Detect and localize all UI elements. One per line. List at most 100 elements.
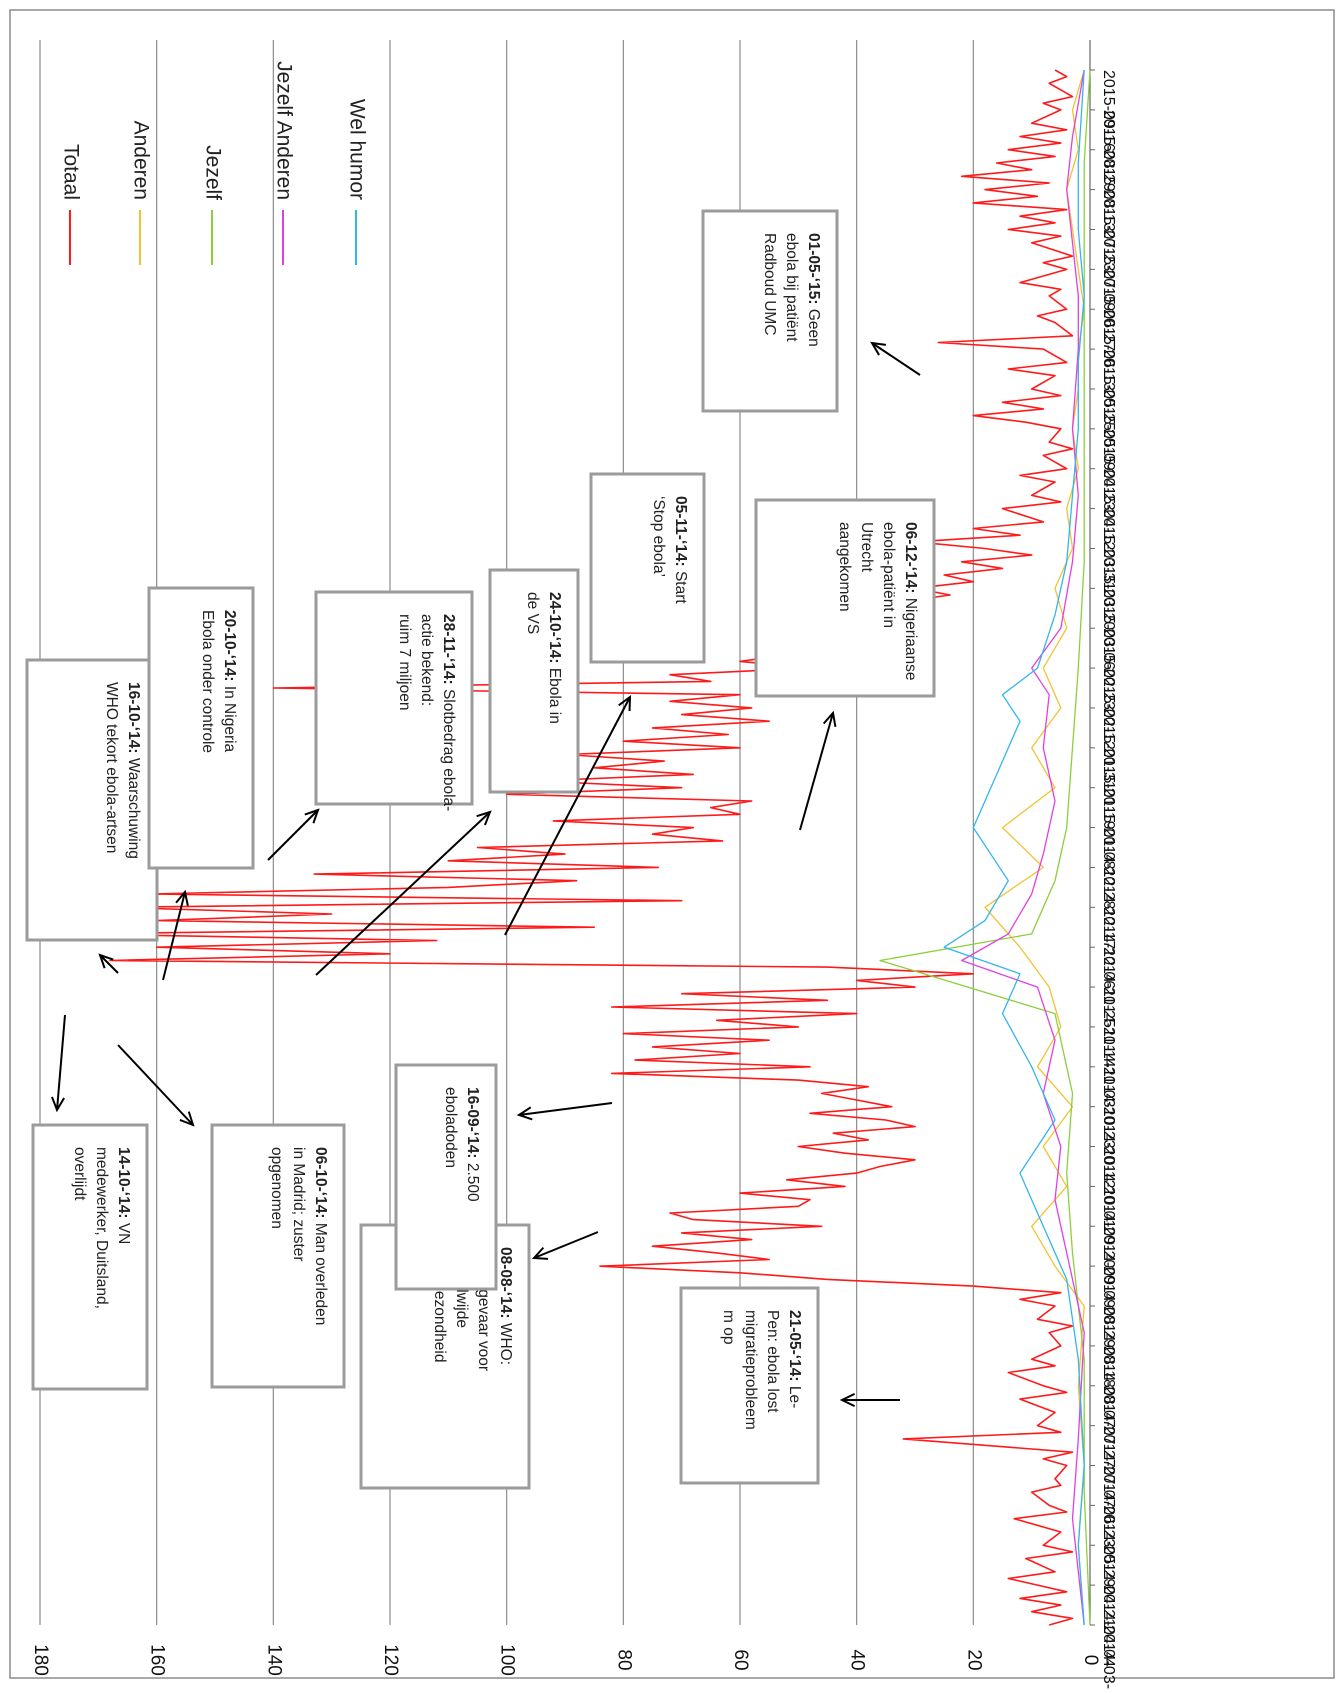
date-tick-label: 2014-08-07 (1100, 1346, 1117, 1428)
date-tick-label: 2015-03-31 (1100, 509, 1117, 591)
series-line-totaal (68, 69, 1074, 1626)
annotation-line: ‘Stop ebola’ (650, 496, 667, 577)
y-tick-label: 140 (263, 1644, 284, 1676)
annotation-arrow (51, 1014, 66, 1113)
series-line-jezelf-anderen (961, 69, 1085, 1626)
chart-border (9, 9, 1335, 1679)
date-tick-label: 2015-05-25 (1100, 349, 1117, 431)
annotation-arrow (870, 341, 921, 376)
date-tick-label: 2015-04-12 (1100, 469, 1117, 551)
annotation-arrow (98, 953, 119, 974)
annotation-line: Radboud UMC (761, 233, 778, 336)
y-tick-label: 60 (730, 1649, 751, 1670)
series-line-jezelf (879, 69, 1091, 1626)
annotation-line: 05-11-‘14: Start (672, 496, 689, 604)
legend-label: Anderen (129, 121, 152, 200)
y-tick-label: 20 (963, 1649, 984, 1670)
date-tick-label: 2014-10-12 (1100, 1107, 1117, 1189)
y-tick-label: 160 (147, 1644, 168, 1676)
annotation-box: 28-11-‘14: Slotbedrag ebola-actie bekend… (314, 590, 474, 811)
annotation-line: eboladoden (442, 1087, 459, 1168)
annotation-line: medewerker, Duitsland, (93, 1147, 110, 1309)
annotation-frame (679, 1286, 820, 1485)
annotation-line: 08-08-‘14: WHO: (497, 1247, 514, 1365)
date-tick-label: 2015-07-23 (1100, 190, 1117, 272)
annotation-frame (589, 472, 706, 664)
date-tick-label: 2014-12-17 (1100, 867, 1117, 949)
date-tick-label: 2014-04-04 (1100, 1585, 1117, 1667)
annotation-line: in Madrid; zuster (290, 1147, 307, 1262)
annotation-arrow (839, 1393, 900, 1407)
annotation-box: 20-10-‘14: In Nigeria Ebola onder control… (147, 586, 255, 870)
date-tick-label: 2015-01-08 (1100, 788, 1117, 870)
legend-label: Jezelf (201, 145, 224, 200)
date-tick-label: 2015-01-19 (1100, 748, 1117, 830)
y-tick-label: 40 (847, 1649, 868, 1670)
annotation-arrow (315, 810, 492, 976)
annotation-arrow (799, 710, 837, 831)
date-tick-label: 2015-06-27 (1100, 269, 1117, 351)
date-tick-label: 2015-07-09 (1100, 229, 1117, 311)
annotation-frame (754, 498, 936, 698)
annotation-frame (488, 568, 580, 794)
annotation-line: migratieprobleem (742, 1310, 759, 1430)
date-tick-label: 2014-09-09 (1100, 1226, 1117, 1308)
annotation-line: ruim 7 miljoen (396, 614, 413, 710)
date-tick-label: 2014-11-14 (1100, 987, 1117, 1068)
annotation-box: 16-10-‘14: Waarschuwing WHO tekort ebola-… (25, 658, 159, 942)
annotation-line: 24-10-‘14: Ebola in (546, 592, 563, 724)
annotation-frame (25, 658, 159, 942)
date-tick-label: 2014-03-22 (1100, 1625, 1117, 1689)
annotation-frame (314, 590, 474, 806)
annotation-frame (210, 1123, 346, 1389)
annotation-line: 20-10-‘14: In Nigeria (221, 610, 238, 753)
annotation-box: 05-11-‘14: Start ‘Stop ebola’ (589, 472, 706, 664)
annotation-line: 21-05-‘14: Le- (786, 1310, 803, 1408)
series-line-wel-humor (943, 69, 1085, 1626)
y-tick-label: 80 (613, 1649, 634, 1670)
legend-label: Jezelf Anderen (272, 61, 295, 200)
annotation-arrow (267, 808, 320, 861)
annotation-line: overlijdt (71, 1147, 88, 1201)
date-tick-label: 2014-06-23 (1100, 1466, 1117, 1548)
date-tick-label: 2014-11-03 (1100, 1027, 1117, 1108)
y-tick-label: 180 (30, 1644, 51, 1676)
annotation-arrow (117, 1044, 195, 1127)
date-tick-label: 2015-02-23 (1100, 628, 1117, 710)
date-tick-label: 2014-05-29 (1100, 1505, 1117, 1587)
date-tick-label: 2015-02-12 (1100, 668, 1117, 750)
annotation-line: actie bekend: (418, 614, 435, 706)
annotation-box: 24-10-‘14: Ebola in de VS (488, 568, 580, 794)
annotation-box: 06-12-‘14: Nigeriaanse ebola-patiënt in Ut… (754, 498, 936, 698)
series-line-anderen (984, 69, 1085, 1626)
date-tick-label: 2014-11-25 (1100, 947, 1117, 1028)
y-tick-label: 100 (497, 1644, 518, 1676)
date-tick-label: 2014-07-07 (1100, 1426, 1117, 1508)
date-tick-label: 2015-03-20 (1100, 548, 1117, 630)
date-tick-label: 2014-10-23 (1100, 1067, 1117, 1149)
date-tick-label: 2014-08-18 (1100, 1306, 1117, 1388)
annotation-frame (394, 1063, 498, 1291)
date-tick-label: 2015-05-09 (1100, 389, 1117, 471)
annotation-box: 16-09-‘14: 2.500 eboladoden (394, 1063, 498, 1291)
annotation-line: ebola-patiënt in (880, 522, 897, 628)
annotation-line: m op (720, 1310, 737, 1344)
annotation-line: 28-11-‘14: Slotbedrag ebola- (440, 614, 457, 811)
annotation-line: aangekomen (836, 522, 853, 612)
date-tick-label: 2015-04-23 (1100, 429, 1117, 511)
annotation-box: 14-10-‘14: VN medewerker, Duitsland, overl… (31, 1123, 149, 1391)
date-tick-label: 2014-12-28 (1100, 828, 1117, 910)
annotation-line: 16-09-‘14: 2.500 (464, 1087, 481, 1202)
annotation-frame (701, 209, 839, 413)
annotation-line: de VS (524, 592, 541, 634)
annotation-arrow (162, 889, 189, 981)
annotation-line: Ebola onder controle (199, 610, 216, 753)
date-tick-label: 2015-01-31 (1100, 708, 1117, 790)
date-tick-label: 2014-12-06 (1100, 907, 1117, 989)
annotation-arrow (516, 1102, 613, 1121)
annotation-box: 01-05-‘15: Geen ebola bij patiënt Radboud … (701, 209, 839, 413)
date-tick-label: 2015-09-16 (1100, 70, 1117, 152)
annotation-frame (147, 586, 255, 870)
